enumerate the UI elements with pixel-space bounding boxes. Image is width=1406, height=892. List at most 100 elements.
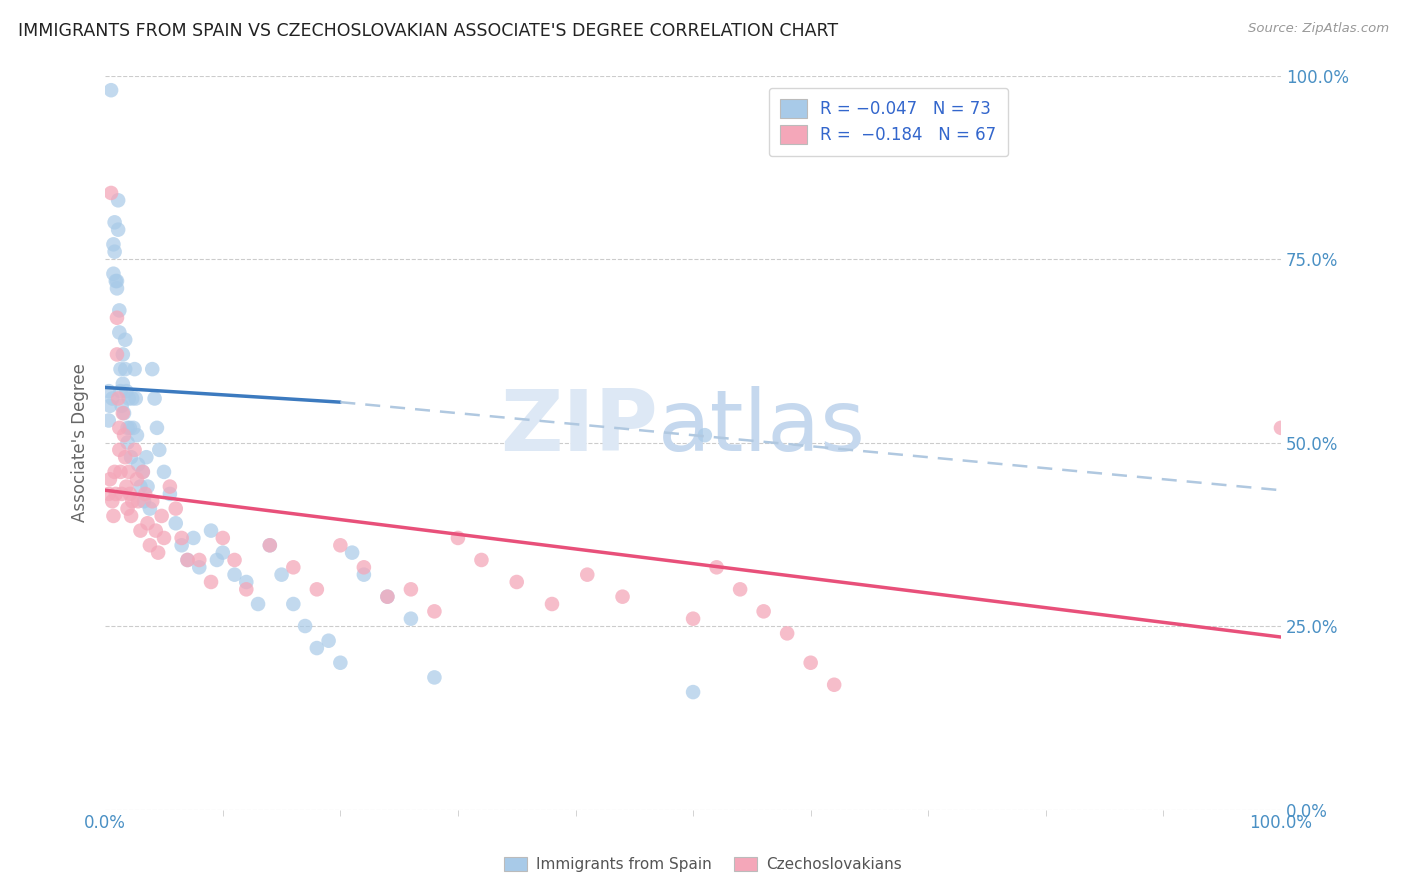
Point [153,465,176,479]
Point [136,479,159,493]
Point [188,553,211,567]
Point [110,465,132,479]
Point [423,604,446,618]
Point [340,546,363,560]
Point [211,531,233,545]
Point [132,494,155,508]
Text: IMMIGRANTS FROM SPAIN VS CZECHOSLOVAKIAN ASSOCIATE'S DEGREE CORRELATION CHART: IMMIGRANTS FROM SPAIN VS CZECHOSLOVAKIAN… [18,22,838,40]
Point [752,604,775,618]
Point [127,494,149,508]
Point [118,487,141,501]
Point [399,582,422,597]
Point [111,376,134,391]
Point [105,274,128,288]
Point [259,538,281,552]
Point [115,479,138,493]
Point [576,567,599,582]
Point [121,392,143,406]
Point [176,553,198,567]
Point [105,347,128,361]
Point [470,553,492,567]
Point [125,428,148,442]
Point [105,310,128,325]
Point [682,685,704,699]
Point [159,487,181,501]
Point [377,590,399,604]
Point [118,465,141,479]
Point [103,508,125,523]
Point [247,597,270,611]
Point [132,465,155,479]
Point [139,538,162,552]
Point [329,656,352,670]
Point [165,501,187,516]
Point [112,406,135,420]
Point [612,590,634,604]
Point [104,465,127,479]
Text: Source: ZipAtlas.com: Source: ZipAtlas.com [1249,22,1389,36]
Point [211,546,233,560]
Point [111,487,134,501]
Point [159,479,181,493]
Point [259,538,281,552]
Text: atlas: atlas [658,386,866,469]
Point [129,524,152,538]
Point [399,612,422,626]
Point [127,458,149,472]
Point [224,553,246,567]
Point [117,435,139,450]
Point [114,362,136,376]
Point [110,362,132,376]
Point [170,531,193,545]
Point [136,516,159,531]
Point [200,574,222,589]
Point [101,494,124,508]
Point [283,597,305,611]
Point [143,392,166,406]
Point [105,281,128,295]
Point [108,303,131,318]
Point [305,582,328,597]
Point [183,531,205,545]
Point [104,487,127,501]
Point [124,442,146,457]
Point [148,442,170,457]
Point [150,508,173,523]
Point [107,194,129,208]
Point [103,267,125,281]
Point [146,421,169,435]
Point [235,574,257,589]
Point [205,553,228,567]
Point [129,479,152,493]
Point [97,384,120,399]
Point [377,590,399,604]
Point [110,384,132,399]
Point [134,487,156,501]
Text: ZIP: ZIP [501,386,658,469]
Point [103,237,125,252]
Point [318,633,340,648]
Point [118,392,141,406]
Point [145,524,167,538]
Point [294,619,316,633]
Point [165,516,187,531]
Point [188,560,211,574]
Point [108,326,131,340]
Point [423,670,446,684]
Point [111,347,134,361]
Point [107,222,129,236]
Point [682,612,704,626]
Point [97,487,120,501]
Point [121,494,143,508]
Point [693,428,716,442]
Point [108,442,131,457]
Point [224,567,246,582]
Point [98,399,121,413]
Point [111,399,134,413]
Point [125,472,148,486]
Point [1270,421,1292,435]
Point [107,392,129,406]
Point [141,362,163,376]
Point [305,641,328,656]
Point [728,582,751,597]
